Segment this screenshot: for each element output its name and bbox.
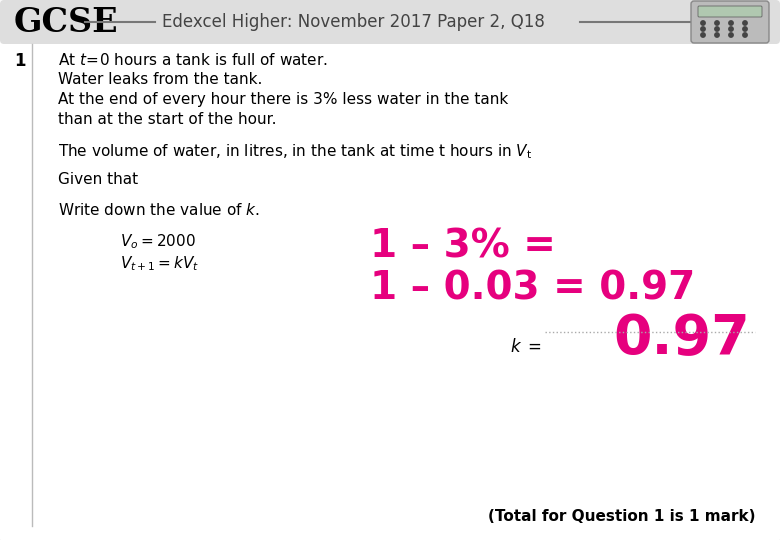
Circle shape [714, 21, 719, 25]
Text: At the end of every hour there is 3% less water in the tank: At the end of every hour there is 3% les… [58, 92, 509, 107]
Text: $k\;=$: $k\;=$ [510, 338, 541, 356]
FancyBboxPatch shape [691, 1, 769, 43]
Circle shape [743, 21, 747, 25]
FancyBboxPatch shape [698, 6, 762, 17]
Circle shape [729, 27, 733, 31]
Circle shape [700, 33, 705, 37]
FancyBboxPatch shape [0, 0, 780, 44]
Circle shape [714, 33, 719, 37]
Text: than at the start of the hour.: than at the start of the hour. [58, 112, 276, 127]
Circle shape [700, 21, 705, 25]
Text: The volume of water, in litres, in the tank at time t hours in $V_{\mathrm{t}}$: The volume of water, in litres, in the t… [58, 142, 532, 161]
Text: (Total for Question 1 is 1 mark): (Total for Question 1 is 1 mark) [488, 509, 755, 524]
Text: 1 – 3% =: 1 – 3% = [370, 228, 556, 266]
Text: 0.97: 0.97 [613, 312, 750, 366]
Text: 1: 1 [14, 52, 26, 70]
Text: 1 – 0.03 = 0.97: 1 – 0.03 = 0.97 [370, 270, 695, 308]
Circle shape [729, 33, 733, 37]
Text: $V_o = 2000$: $V_o = 2000$ [120, 232, 196, 251]
Text: $V_{t+1} = kV_t$: $V_{t+1} = kV_t$ [120, 254, 200, 273]
Circle shape [743, 27, 747, 31]
Text: At $t\!=\!0$ hours a tank is full of water.: At $t\!=\!0$ hours a tank is full of wat… [58, 52, 328, 68]
Text: Given that: Given that [58, 172, 138, 187]
Circle shape [729, 21, 733, 25]
Text: GCSE: GCSE [14, 5, 119, 38]
Text: Water leaks from the tank.: Water leaks from the tank. [58, 72, 262, 87]
Circle shape [714, 27, 719, 31]
Circle shape [700, 27, 705, 31]
Circle shape [743, 33, 747, 37]
Text: Edexcel Higher: November 2017 Paper 2, Q18: Edexcel Higher: November 2017 Paper 2, Q… [162, 13, 545, 31]
Text: Write down the value of $k$.: Write down the value of $k$. [58, 202, 260, 218]
